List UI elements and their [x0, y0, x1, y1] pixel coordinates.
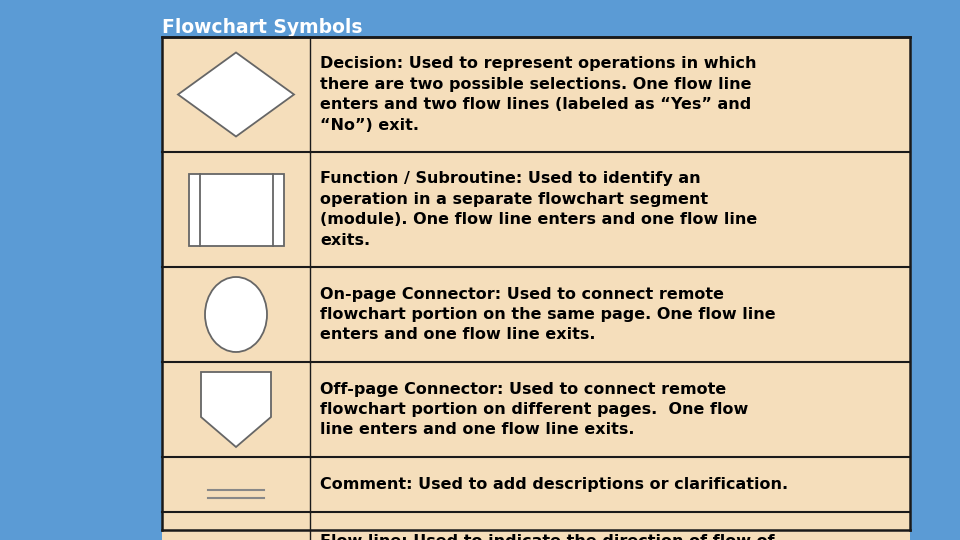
Text: Off-page Connector: Used to connect remote
flowchart portion on different pages.: Off-page Connector: Used to connect remo… — [320, 382, 748, 437]
Bar — [162, 512, 310, 540]
Bar — [310, 457, 910, 512]
Bar — [162, 362, 310, 457]
Bar — [310, 512, 910, 540]
Polygon shape — [178, 52, 294, 137]
Bar — [162, 152, 310, 267]
Bar — [310, 362, 910, 457]
Text: Function / Subroutine: Used to identify an
operation in a separate flowchart seg: Function / Subroutine: Used to identify … — [320, 171, 757, 248]
Bar — [162, 267, 310, 362]
Bar — [162, 457, 310, 512]
Text: Decision: Used to represent operations in which
there are two possible selection: Decision: Used to represent operations i… — [320, 56, 756, 133]
Text: Comment: Used to add descriptions or clarification.: Comment: Used to add descriptions or cla… — [320, 477, 788, 492]
Bar — [310, 267, 910, 362]
Text: Flowchart Symbols: Flowchart Symbols — [162, 18, 363, 37]
Polygon shape — [201, 372, 271, 447]
Ellipse shape — [205, 277, 267, 352]
Bar — [162, 37, 310, 152]
Bar — [310, 37, 910, 152]
Bar — [310, 152, 910, 267]
Text: Flow line: Used to indicate the direction of flow of
control.: Flow line: Used to indicate the directio… — [320, 534, 775, 540]
Text: On-page Connector: Used to connect remote
flowchart portion on the same page. On: On-page Connector: Used to connect remot… — [320, 287, 776, 342]
Bar — [188, 173, 283, 246]
